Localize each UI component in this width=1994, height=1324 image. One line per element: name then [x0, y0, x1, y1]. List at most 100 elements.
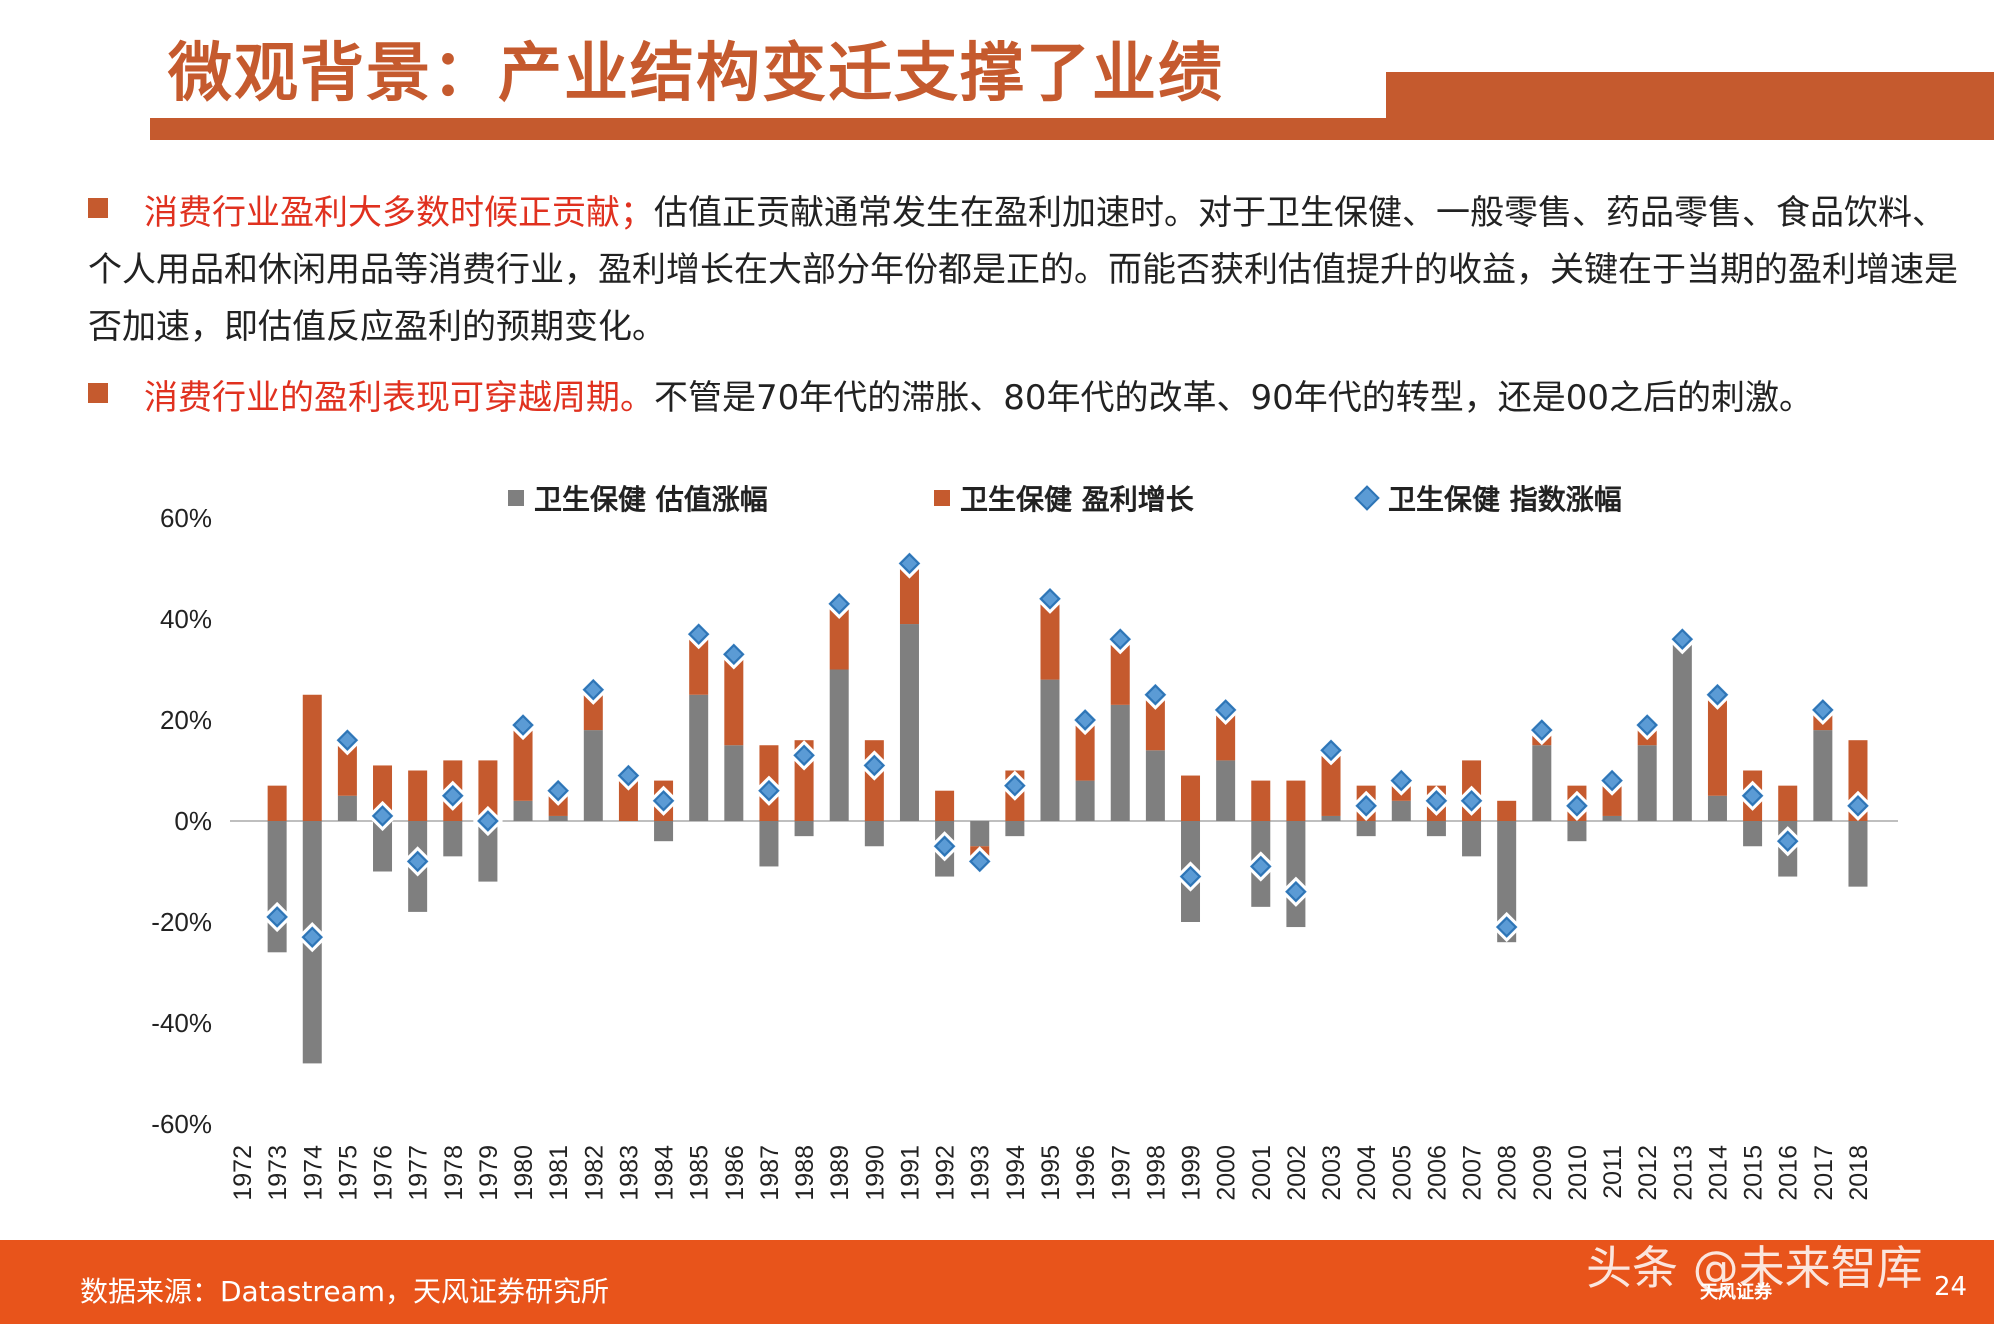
bar-earnings [513, 730, 533, 801]
bar-valuation [1497, 821, 1517, 943]
company-logo: 天风证券 [1700, 1282, 1772, 1303]
index-marker-inner [1531, 719, 1553, 741]
index-marker-inner [582, 679, 604, 701]
bar-valuation [1813, 730, 1833, 821]
index-marker-inner [1671, 628, 1693, 650]
index-marker-inner [1320, 739, 1342, 761]
x-tick-label: 2015 [1740, 1145, 1768, 1201]
title-underline-bar [150, 118, 1386, 140]
index-marker-inner [934, 835, 956, 857]
x-tick-label: 2017 [1810, 1145, 1838, 1201]
index-marker [437, 780, 468, 811]
index-marker [999, 770, 1030, 801]
bar-earnings [267, 785, 287, 821]
index-marker-inner [1812, 699, 1834, 721]
y-tick-label: 0% [174, 806, 212, 836]
bar-valuation [1743, 821, 1763, 847]
index-marker-inner [301, 926, 323, 948]
index-marker-inner [547, 780, 569, 802]
x-tick-label: 1993 [967, 1145, 995, 1201]
x-tick-label: 2018 [1845, 1145, 1873, 1201]
bar-earnings [1286, 780, 1306, 821]
bullet-square-icon [88, 383, 108, 403]
y-tick-label: -60% [151, 1109, 212, 1139]
index-marker-inner [1004, 775, 1026, 797]
index-marker [297, 922, 328, 953]
index-marker-inner [723, 643, 745, 665]
bar-earnings [689, 634, 709, 695]
bar-earnings [1707, 694, 1727, 796]
index-marker-inner [899, 553, 920, 574]
index-marker [648, 785, 679, 816]
x-tick-label: 1987 [756, 1145, 784, 1201]
x-tick-label: 2013 [1669, 1145, 1697, 1201]
x-tick-label: 1999 [1178, 1145, 1206, 1201]
index-marker-inner [372, 805, 393, 827]
bar-valuation [829, 669, 849, 821]
index-marker [753, 775, 785, 806]
index-marker [1245, 851, 1276, 882]
x-tick-label: 2011 [1599, 1145, 1627, 1199]
index-marker [964, 846, 995, 877]
index-marker [859, 750, 890, 781]
bar-valuation [970, 821, 990, 847]
watermark: 头条 @未来智库 [1586, 1241, 1923, 1295]
index-marker-inner [828, 593, 850, 615]
bar-earnings [1110, 639, 1130, 705]
bullet-2: 消费行业的盈利表现可穿越周期。不管是70年代的滞胀、80年代的改革、90年代的转… [88, 370, 1958, 427]
index-marker [1772, 826, 1803, 857]
x-tick-label: 2014 [1704, 1145, 1732, 1201]
bar-earnings [337, 745, 357, 796]
x-tick-label: 1972 [229, 1145, 257, 1201]
bar-valuation [1005, 821, 1025, 837]
index-marker [1315, 735, 1347, 766]
index-marker-inner [512, 714, 534, 736]
index-marker-inner [1601, 770, 1623, 792]
index-marker [718, 639, 749, 670]
index-marker [613, 760, 644, 791]
bar-earnings [935, 790, 955, 821]
x-tick-label: 2008 [1494, 1145, 1522, 1201]
bar-valuation [1532, 745, 1552, 821]
x-tick-label: 1988 [791, 1145, 819, 1201]
index-marker-inner [1074, 709, 1096, 731]
index-marker [543, 775, 574, 806]
index-marker-inner [1215, 699, 1237, 721]
page-number: 24 [1934, 1272, 1968, 1302]
index-marker-inner [758, 780, 780, 802]
index-marker [1069, 704, 1101, 736]
y-tick-label: 20% [160, 705, 212, 735]
y-tick-label: 60% [160, 503, 212, 533]
index-marker [683, 619, 714, 650]
index-marker-inner [1390, 770, 1412, 792]
title-accent-bar [1386, 72, 1994, 140]
x-tick-label: 2005 [1388, 1145, 1416, 1201]
x-tick-label: 2001 [1248, 1145, 1276, 1201]
index-marker [1386, 765, 1417, 796]
bar-earnings [478, 760, 498, 821]
x-tick-label: 1990 [861, 1145, 889, 1201]
bar-valuation [899, 624, 919, 821]
index-marker-inner [653, 790, 674, 812]
legend-label-index: 卫生保健 指数涨幅 [1388, 483, 1622, 516]
index-marker-inner [477, 810, 499, 832]
bar-valuation [1462, 821, 1482, 857]
bar-valuation [583, 730, 603, 821]
bullet-square-icon [88, 198, 108, 218]
x-tick-label: 1973 [264, 1145, 292, 1201]
x-tick-label: 2007 [1459, 1145, 1487, 1201]
page-title: 微观背景：产业结构变迁支撑了业绩 [168, 37, 1224, 111]
index-marker-inner [1566, 795, 1588, 817]
bar-earnings [899, 563, 919, 625]
bar-earnings [1145, 694, 1165, 751]
x-tick-label: 1975 [334, 1145, 362, 1201]
legend-label-earnings: 卫生保健 盈利增长 [960, 483, 1194, 516]
index-marker-inner [1496, 916, 1518, 938]
x-tick-label: 2000 [1213, 1145, 1241, 1201]
legend-item-index: 卫生保健 指数涨幅 [1354, 478, 1622, 518]
x-tick-label: 1996 [1072, 1145, 1100, 1201]
index-marker [1807, 694, 1838, 726]
x-tick-label: 1977 [405, 1145, 433, 1201]
bar-earnings [302, 694, 322, 821]
index-marker [1351, 790, 1382, 821]
